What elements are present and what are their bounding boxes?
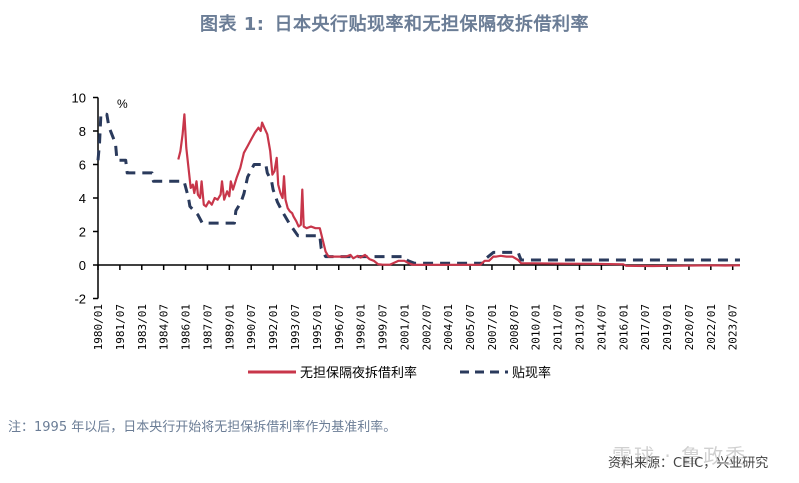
- x-tick-label: 1987/07: [201, 304, 214, 350]
- legend-label-call-rate: 无担保隔夜拆借利率: [300, 365, 417, 381]
- y-tick-label: 2: [79, 225, 86, 240]
- footnote: 注：1995 年以后，日本央行开始将无担保拆借利率作为基准利率。: [8, 420, 397, 435]
- series-call-rate-line: [177, 113, 741, 268]
- y-tick-label: 8: [79, 124, 86, 139]
- x-tick-label: 1986/01: [180, 304, 193, 350]
- y-tick-label: 6: [79, 158, 86, 173]
- x-tick-label: 2001/01: [398, 304, 411, 350]
- x-tick-label: 1998/01: [355, 304, 368, 350]
- y-tick-label: 4: [79, 191, 86, 206]
- y-axis: -2 0 2 4 6 8 10: [72, 91, 99, 307]
- x-tick-label: 1990/07: [245, 304, 258, 350]
- x-tick-label: 1999/07: [377, 304, 390, 350]
- chart-series: [96, 112, 741, 268]
- x-tick-label: 1984/07: [158, 304, 171, 350]
- x-tick-label: 2007/01: [486, 304, 499, 350]
- x-tick-label: 1992/01: [267, 304, 280, 350]
- x-tick-label: 2014/07: [595, 304, 608, 350]
- x-tick-label: 2002/07: [420, 304, 433, 350]
- x-tick-label: 1995/01: [311, 304, 324, 350]
- x-tick-label: 2005/07: [464, 304, 477, 350]
- x-tick-label: 2011/07: [552, 304, 565, 350]
- legend-label-discount-rate: 贴现率: [512, 365, 551, 381]
- x-axis: 1980/01 1981/07 1983/01 1984/07 1986/01 1987/…: [92, 264, 740, 350]
- x-tick-label: 2020/07: [683, 304, 696, 350]
- watermark: 雪球 · 鲁政委: [612, 444, 748, 468]
- x-tick-label: 2013/01: [574, 304, 587, 350]
- y-tick-label: 0: [79, 258, 86, 273]
- x-tick-label: 2019/01: [661, 304, 674, 350]
- x-tick-label: 2023/07: [727, 304, 740, 350]
- chart-title-prefix: 图表 1:: [200, 14, 265, 35]
- x-tick-label: 2004/01: [442, 304, 455, 350]
- source-attribution: 资料来源：CEIC，兴业研究: [608, 456, 769, 471]
- x-tick-label: 1983/01: [136, 304, 149, 350]
- x-tick-label: 2016/01: [617, 304, 630, 350]
- y-tick-label: 10: [72, 91, 86, 106]
- chart-title-text: 日本央行贴现率和无担保隔夜拆借利率: [274, 14, 589, 35]
- x-tick-label: 2010/01: [530, 304, 543, 350]
- y-unit-label: %: [117, 97, 128, 111]
- x-tick-label: 1993/07: [289, 304, 302, 350]
- x-tick-label: 2017/07: [639, 304, 652, 350]
- x-tick-label: 1989/01: [223, 304, 236, 350]
- series-discount-rate-line: [96, 112, 740, 265]
- x-tick-label: 1981/07: [114, 304, 127, 350]
- chart-legend: 无担保隔夜拆借利率 贴现率: [248, 365, 551, 381]
- x-tick-label: 1980/01: [92, 304, 105, 350]
- x-tick-label: 2008/07: [508, 304, 521, 350]
- x-tick-label: 2022/01: [705, 304, 718, 350]
- x-tick-label: 1996/07: [333, 304, 346, 350]
- chart-title: 图表 1: 日本央行贴现率和无担保隔夜拆借利率: [0, 10, 799, 36]
- y-tick-label: -2: [74, 292, 86, 307]
